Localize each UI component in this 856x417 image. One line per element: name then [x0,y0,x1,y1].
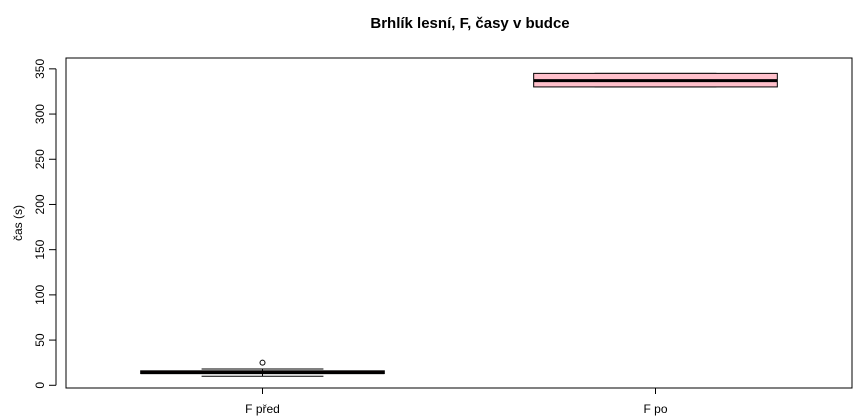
y-axis-ticks: 0 50 100 150 200 250 300 350 [33,59,56,389]
y-tick-label: 50 [33,333,47,347]
y-tick-label: 350 [33,59,47,79]
outlier-point [259,359,266,366]
x-axis-ticks: F před F po [245,388,668,416]
boxes-group [140,72,778,377]
plot-frame [65,57,853,389]
y-tick-label: 200 [33,194,47,214]
y-tick-label: 150 [33,239,47,259]
y-tick-label: 250 [33,149,47,169]
y-tick-label: 300 [33,104,47,124]
y-tick-label: 0 [33,382,47,389]
chart-title: Brhlík lesní, F, časy v budce [370,15,569,32]
y-tick-label: 100 [33,285,47,305]
y-axis-label: čas (s) [11,205,25,241]
x-tick-label: F po [643,402,667,416]
x-tick-label: F před [245,402,280,416]
